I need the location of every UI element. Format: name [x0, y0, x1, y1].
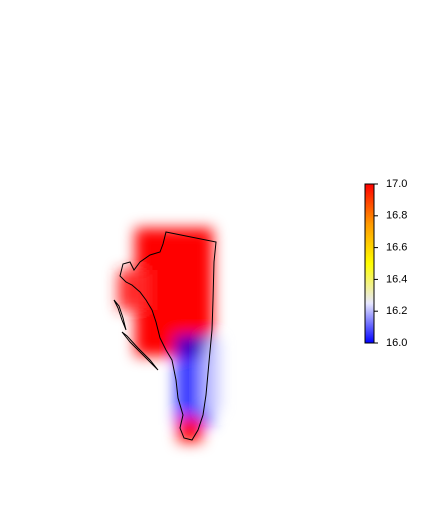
island	[121, 331, 159, 371]
heat-high	[118, 270, 148, 310]
colorbar: 16.0 16.2 16.4 16.6 16.8 17.0	[364, 178, 407, 349]
colorbar-tick-label: 16.8	[386, 210, 407, 222]
heat-raster	[118, 228, 220, 442]
colorbar-tick-label: 16.6	[386, 242, 407, 254]
colorbar-scale	[364, 183, 375, 344]
coastline	[119, 231, 217, 441]
colorbar-tick-label: 17.0	[386, 178, 407, 190]
colorbar-tick-label: 16.0	[386, 337, 407, 349]
county-outline	[113, 231, 217, 441]
colorbar-tick-label: 16.2	[386, 305, 407, 317]
island	[113, 299, 127, 331]
heat-mid	[205, 340, 220, 410]
colorbar-tick-label: 16.4	[386, 273, 407, 285]
